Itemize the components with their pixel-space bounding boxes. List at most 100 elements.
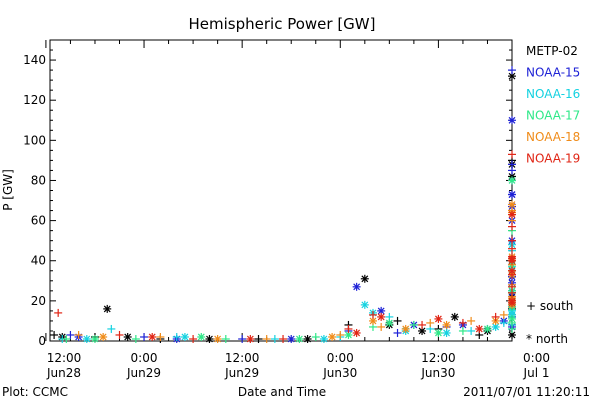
x-axis-label: Date and Time	[238, 385, 326, 399]
south-point	[156, 332, 165, 341]
south-point	[172, 332, 181, 341]
north-point	[508, 256, 516, 265]
series-noaa-16	[58, 240, 516, 343]
south-point	[238, 334, 247, 343]
south-point	[107, 324, 116, 333]
north-point	[319, 334, 328, 343]
y-axis: 0 20 40 60 80 100 120 140	[23, 39, 512, 348]
south-point	[50, 330, 59, 339]
south-point	[418, 320, 427, 329]
series-metp-02	[50, 72, 516, 343]
north-point	[508, 200, 516, 209]
north-point	[508, 296, 516, 305]
south-point	[344, 324, 353, 333]
north-point	[508, 266, 516, 275]
south-point	[393, 328, 402, 337]
north-point	[205, 334, 214, 343]
plot-credit: Plot: CCMC	[2, 385, 68, 399]
legend-north: * north	[526, 332, 568, 346]
x-tick-date: Jun30	[322, 366, 357, 380]
north-point	[213, 334, 222, 343]
north-point	[303, 334, 312, 343]
y-tick-label: 0	[38, 334, 46, 348]
south-point	[499, 318, 508, 327]
legend-entry: NOAA-16	[526, 87, 580, 101]
north-point	[123, 332, 132, 341]
x-tick-date: Jun28	[46, 366, 81, 380]
south-point	[270, 334, 279, 343]
south-point	[508, 222, 516, 231]
south-point	[458, 318, 467, 327]
plot-frame	[49, 39, 513, 342]
south-point	[491, 312, 500, 321]
series-noaa-19	[54, 150, 516, 343]
y-tick-label: 120	[23, 93, 46, 107]
south-point	[140, 332, 149, 341]
x-axis: 12:00Jun280:00Jun2912:00Jun290:00Jun3012…	[45, 40, 550, 380]
south-point	[458, 326, 467, 335]
south-point	[393, 316, 402, 325]
y-tick-label: 100	[23, 133, 46, 147]
x-tick-date: Jun30	[420, 366, 455, 380]
north-point	[508, 190, 516, 199]
series-noaa-15	[66, 66, 516, 343]
north-point	[82, 334, 91, 343]
south-point	[254, 334, 263, 343]
north-point	[508, 176, 516, 185]
x-tick-time: 0:00	[523, 351, 550, 365]
south-point	[66, 330, 75, 339]
north-point	[352, 328, 361, 337]
x-tick-date: Jun29	[224, 366, 259, 380]
north-point	[508, 116, 516, 125]
south-point	[508, 150, 516, 159]
north-point	[508, 314, 516, 323]
north-point	[377, 312, 386, 321]
north-point	[434, 314, 443, 323]
south-point	[409, 320, 418, 329]
x-tick-time: 12:00	[47, 351, 82, 365]
y-tick-label: 80	[31, 173, 46, 187]
legend-entry: NOAA-15	[526, 66, 580, 80]
south-point	[131, 334, 140, 343]
north-point	[287, 334, 296, 343]
north-point	[197, 332, 206, 341]
y-axis-label: P [GW]	[1, 169, 15, 211]
y-tick-label: 20	[31, 294, 46, 308]
legend-entry: NOAA-17	[526, 109, 580, 123]
south-point	[74, 330, 83, 339]
x-tick-date: Jun29	[126, 366, 161, 380]
south-point	[336, 330, 345, 339]
x-tick-time: 12:00	[225, 351, 260, 365]
south-point	[499, 310, 508, 319]
north-point	[246, 334, 255, 343]
south-point	[62, 334, 71, 343]
north-point	[475, 324, 484, 333]
x-tick-time: 0:00	[131, 351, 158, 365]
south-point	[279, 334, 288, 343]
south-point	[262, 334, 271, 343]
south-point	[54, 308, 63, 317]
south-point	[508, 236, 516, 245]
y-tick-label: 140	[23, 53, 46, 67]
timestamp: 2011/07/01 11:20:11	[463, 385, 590, 399]
north-point	[442, 320, 451, 329]
south-point	[508, 244, 516, 253]
south-point	[368, 310, 377, 319]
south-point	[467, 326, 476, 335]
north-point	[483, 324, 492, 333]
north-point	[434, 328, 443, 337]
north-point	[99, 332, 108, 341]
north-point	[450, 312, 459, 321]
data-points	[50, 66, 516, 343]
north-point	[360, 300, 369, 309]
north-point	[328, 332, 337, 341]
x-tick-date: Jul 1	[523, 366, 550, 380]
south-point	[467, 316, 476, 325]
north-point	[360, 274, 369, 283]
legend: METP-02 NOAA-15 NOAA-16 NOAA-17 NOAA-18 NOAA-…	[526, 44, 580, 346]
south-point	[189, 334, 198, 343]
legend-entry: NOAA-19	[526, 152, 580, 166]
south-point	[377, 322, 386, 331]
north-point	[368, 316, 377, 325]
south-point	[508, 66, 516, 75]
